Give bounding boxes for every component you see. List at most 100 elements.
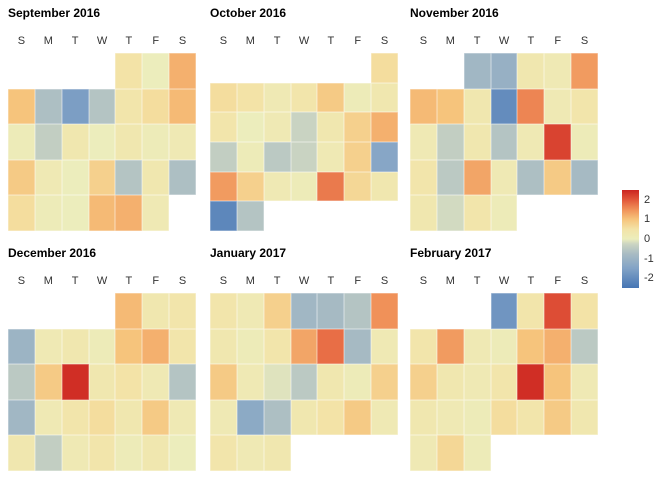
legend-tick-label: 1 — [644, 213, 651, 226]
month-grid — [8, 53, 197, 231]
heatmap-cell — [263, 82, 291, 113]
heatmap-cell — [263, 171, 291, 202]
weekday-label: W — [96, 275, 108, 287]
week-row — [410, 293, 599, 329]
heatmap-cell — [142, 195, 170, 231]
weekday-label: M — [445, 275, 455, 287]
heatmap-cell — [463, 159, 491, 196]
heatmap-cell — [169, 88, 197, 125]
heatmap-cell — [210, 435, 237, 471]
empty-cell — [517, 195, 544, 231]
heatmap-cell — [88, 364, 116, 400]
heatmap-cell — [88, 159, 116, 196]
empty-cell — [291, 435, 318, 471]
week-row — [410, 399, 599, 436]
heatmap-cell — [317, 112, 345, 143]
heatmap-cell — [410, 195, 437, 231]
heatmap-cell — [371, 53, 399, 83]
week-row — [8, 159, 197, 196]
weekday-label: S — [219, 35, 228, 47]
heatmap-cell — [169, 328, 197, 365]
colorbar-legend: 2 1 0 -1 -2 — [622, 190, 672, 288]
week-row — [410, 195, 598, 231]
heatmap-cell — [142, 159, 170, 196]
weekday-label: S — [17, 275, 26, 287]
heatmap-cell — [142, 293, 170, 329]
heatmap-cell — [236, 82, 264, 113]
heatmap-cell — [463, 53, 491, 89]
heatmap-cell — [544, 364, 572, 400]
weekday-label: T — [473, 35, 481, 47]
weekday-label: F — [554, 35, 562, 47]
heatmap-cell — [410, 159, 437, 196]
heatmap-cell — [236, 435, 264, 471]
heatmap-cell — [317, 171, 345, 202]
heatmap-cell — [34, 328, 62, 365]
heatmap-cell — [463, 124, 491, 160]
heatmap-cell — [463, 364, 491, 400]
month-title: October 2016 — [210, 6, 287, 20]
week-row — [210, 171, 399, 202]
heatmap-cell — [169, 399, 197, 436]
weekday-label: S — [419, 35, 428, 47]
heatmap-cell — [169, 293, 197, 329]
heatmap-cell — [169, 435, 197, 471]
heatmap-cell — [142, 124, 170, 160]
heatmap-cell — [61, 159, 89, 196]
month-title: January 2017 — [210, 246, 287, 260]
heatmap-cell — [88, 124, 116, 160]
heatmap-cell — [371, 293, 399, 329]
empty-cell — [169, 195, 196, 231]
heatmap-cell — [463, 328, 491, 365]
empty-cell — [35, 293, 62, 329]
heatmap-cell — [34, 88, 62, 125]
heatmap-cell — [290, 142, 318, 172]
heatmap-cell — [8, 88, 35, 125]
week-row — [210, 201, 398, 232]
week-row — [210, 364, 399, 400]
empty-cell — [89, 53, 116, 89]
heatmap-cell — [88, 88, 116, 125]
week-row — [210, 112, 399, 143]
weekday-label: T — [327, 35, 335, 47]
heatmap-cell — [142, 435, 170, 471]
heatmap-cell — [317, 364, 345, 400]
heatmap-cell — [344, 112, 372, 143]
week-row — [410, 328, 599, 365]
week-row — [210, 328, 399, 365]
heatmap-cell — [236, 112, 264, 143]
heatmap-cell — [8, 195, 35, 231]
heatmap-cell — [169, 124, 197, 160]
heatmap-cell — [571, 328, 599, 365]
weekday-label: T — [125, 35, 133, 47]
heatmap-cell — [490, 195, 518, 231]
heatmap-cell — [236, 171, 264, 202]
empty-cell — [464, 293, 491, 329]
legend-tick-label: -1 — [644, 252, 654, 265]
week-row — [8, 195, 196, 231]
heatmap-cell — [517, 399, 545, 436]
heatmap-cell — [210, 201, 237, 232]
heatmap-cell — [490, 364, 518, 400]
empty-cell — [62, 53, 89, 89]
heatmap-cell — [290, 399, 318, 436]
heatmap-cell — [344, 364, 372, 400]
heatmap-cell — [142, 53, 170, 89]
empty-cell — [291, 53, 318, 83]
week-row — [210, 435, 398, 471]
month-title: November 2016 — [410, 6, 499, 20]
heatmap-cell — [544, 399, 572, 436]
week-row — [8, 124, 197, 160]
weekday-label: S — [380, 275, 389, 287]
empty-cell — [410, 293, 437, 329]
empty-cell — [437, 53, 464, 89]
heatmap-cell — [115, 88, 143, 125]
heatmap-cell — [517, 364, 545, 400]
heatmap-cell — [115, 53, 143, 89]
weekday-label: T — [473, 275, 481, 287]
heatmap-cell — [263, 142, 291, 172]
heatmap-cell — [490, 328, 518, 365]
heatmap-cell — [344, 142, 372, 172]
heatmap-cell — [290, 293, 318, 329]
heatmap-cell — [61, 124, 89, 160]
